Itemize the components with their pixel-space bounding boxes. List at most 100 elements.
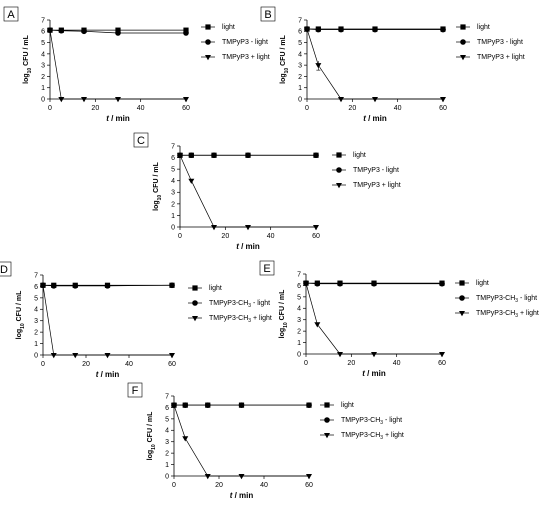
legend-item: light	[456, 24, 490, 31]
y-tick-label: 4	[34, 307, 38, 314]
x-tick-label: 20	[91, 105, 99, 112]
data-point	[371, 280, 377, 287]
panel-label-box	[127, 382, 143, 398]
y-tick-label: 3	[297, 317, 301, 324]
legend-marker	[460, 55, 466, 61]
legend-label: TMPyP3 - light	[353, 167, 399, 174]
y-tick-label: 6	[34, 284, 38, 291]
data-point	[104, 353, 111, 359]
legend-marker	[459, 280, 465, 286]
x-tick-label: 0	[178, 233, 182, 240]
data-point	[211, 225, 217, 231]
panel-b: B 0 1 2 3 4 5 6 7 0 20 40 60 t / min log10 CFU / mL lig…	[260, 6, 525, 123]
y-tick-label: 3	[171, 190, 175, 197]
legend-marker	[460, 24, 466, 30]
y-tick-label: 1	[41, 85, 45, 92]
y-tick-label: 1	[298, 85, 302, 92]
x-tick-label: 20	[82, 361, 90, 368]
panel-label: A	[7, 9, 15, 21]
data-point	[211, 152, 217, 159]
panel-label: C	[137, 135, 145, 147]
data-point	[72, 283, 79, 289]
y-axis-label: log10 CFU / mL	[23, 34, 33, 83]
y-tick-label: 3	[165, 439, 169, 446]
y-tick-label: 0	[297, 351, 301, 358]
y-tick-label: 2	[171, 201, 175, 208]
y-tick-label: 0	[298, 96, 302, 103]
series-line-2	[49, 30, 186, 100]
panel-label: B	[264, 9, 271, 21]
data-point	[238, 402, 245, 408]
x-tick-label: 20	[347, 360, 355, 367]
legend-label: TMPyP3 + light	[477, 54, 525, 61]
legend-marker	[460, 39, 466, 45]
x-axis-label: t / min	[362, 369, 386, 378]
data-point	[439, 352, 445, 358]
data-point	[439, 280, 445, 287]
data-point	[81, 97, 87, 103]
y-tick-label: 4	[171, 178, 175, 185]
data-point	[183, 27, 189, 33]
x-tick-label: 0	[305, 105, 309, 112]
y-tick-label: 2	[34, 330, 38, 337]
data-point	[183, 97, 189, 103]
y-tick-label: 0	[165, 473, 169, 480]
legend-item: TMPyP3-CH3 + light	[320, 432, 404, 441]
x-tick-label: 0	[41, 361, 45, 368]
panel-c: C 0 1 2 3 4 5 6 7 0 20 40 60 t / min log10 CFU / mL lig…	[133, 132, 401, 251]
data-point	[104, 283, 111, 289]
data-point	[313, 225, 319, 231]
data-point	[182, 436, 189, 442]
data-point	[238, 474, 245, 480]
legend-marker	[192, 300, 198, 306]
x-axis-label: t / min	[96, 370, 120, 379]
legend-label: light	[222, 24, 235, 31]
y-tick-label: 2	[165, 451, 169, 458]
panel-label-box	[0, 261, 12, 277]
legend-label: TMPyP3 - light	[222, 39, 268, 46]
legend-marker	[336, 167, 342, 173]
legend-item: TMPyP3 + light	[456, 54, 525, 61]
data-point	[303, 281, 309, 287]
legend-label: light	[476, 280, 489, 287]
y-tick-label: 5	[171, 167, 175, 174]
legend-label: TMPyP3-CH3 + light	[209, 315, 272, 324]
data-point	[50, 353, 57, 359]
y-tick-label: 6	[297, 283, 301, 290]
y-tick-label: 5	[165, 416, 169, 423]
x-tick-label: 40	[267, 233, 275, 240]
data-point	[204, 474, 211, 480]
x-axis-label: t / min	[363, 114, 387, 123]
y-tick-label: 2	[41, 74, 45, 81]
data-point	[371, 352, 377, 358]
legend-label: TMPyP3-CH3 + light	[476, 310, 539, 319]
x-tick-label: 40	[394, 105, 402, 112]
y-tick-label: 7	[165, 393, 169, 400]
data-point	[315, 26, 322, 33]
data-point	[115, 27, 121, 33]
panel-label-box	[133, 132, 149, 148]
panel-f: F 0 1 2 3 4 5 6 7 0 20 40 60 t / min log10 CFU / mL lig…	[127, 382, 404, 500]
legend-item: light	[320, 402, 354, 409]
panel-label-box	[259, 260, 275, 276]
panel-a: A 0 1 2 3 4 5 6 7 0 20 40 60 t / min log10 CFU / mL lig…	[3, 6, 270, 123]
data-point	[81, 28, 87, 35]
legend-marker	[324, 417, 330, 423]
y-tick-label: 7	[34, 272, 38, 279]
x-tick-label: 40	[260, 482, 268, 489]
legend-item: TMPyP3 + light	[201, 54, 270, 61]
legend-marker	[192, 316, 198, 322]
data-point	[204, 402, 211, 408]
data-point	[440, 97, 446, 103]
legend-item: light	[188, 285, 222, 292]
data-point	[338, 97, 344, 103]
y-tick-label: 5	[297, 294, 301, 301]
y-tick-label: 2	[297, 329, 301, 336]
y-axis-label: log10 CFU / mL	[16, 290, 26, 339]
data-point	[304, 27, 310, 33]
series-line-2	[42, 285, 172, 356]
y-axis-label: log10 CFU / mL	[280, 34, 290, 83]
legend-item: light	[332, 152, 366, 159]
legend-label: light	[209, 285, 222, 292]
data-point	[440, 26, 446, 33]
